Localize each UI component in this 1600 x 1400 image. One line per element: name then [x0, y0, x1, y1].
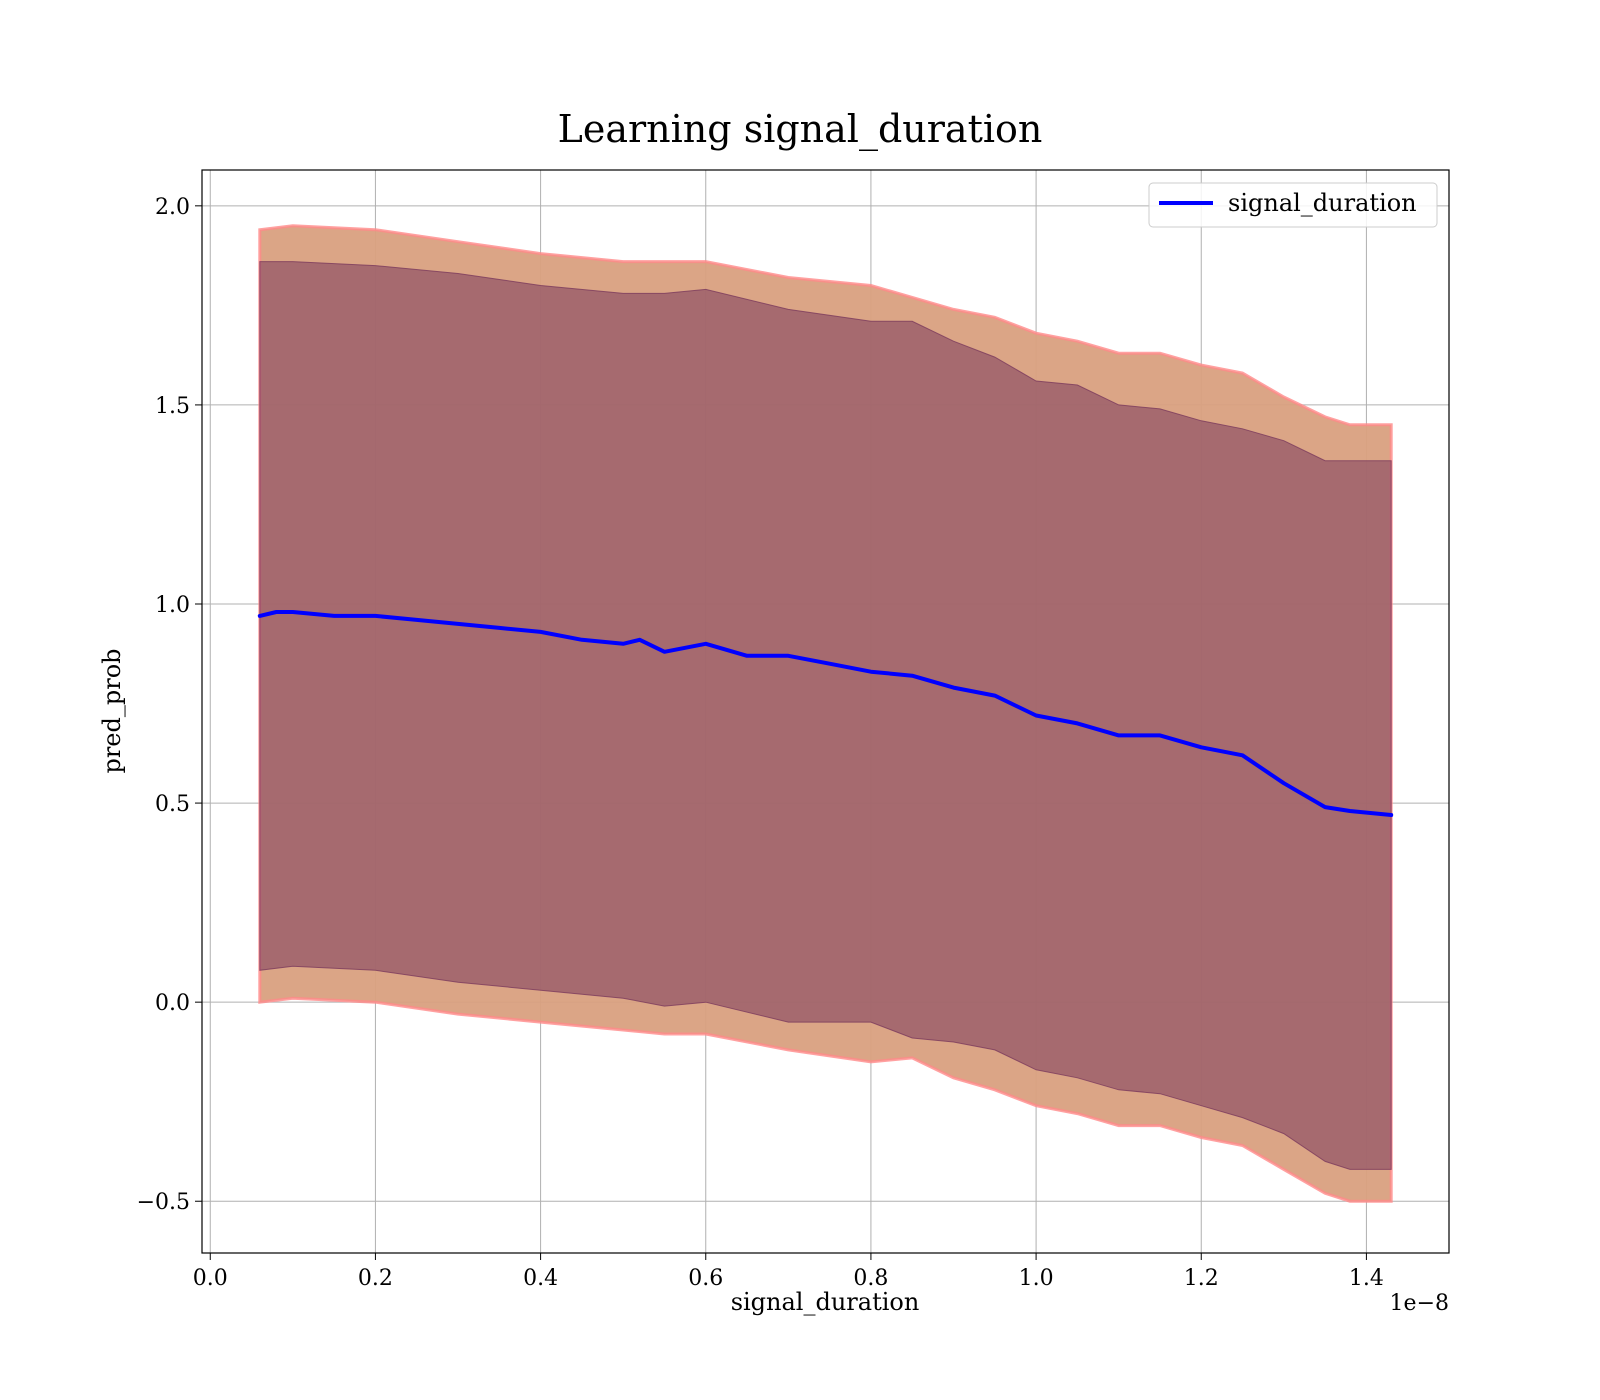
x-offset-text: 1e−8 — [1390, 1291, 1449, 1316]
x-tick-label: 1.0 — [1019, 1266, 1054, 1291]
y-tick-label: −0.5 — [137, 1190, 190, 1215]
x-tick-label: 0.4 — [523, 1266, 558, 1291]
y-tick-label: 1.5 — [155, 394, 190, 419]
x-tick-label: 1.2 — [1184, 1266, 1219, 1291]
x-axis-ticks: 0.0 0.2 0.4 0.6 0.8 1.0 1.2 1.4 — [193, 1253, 1384, 1291]
x-axis-label: signal_duration — [731, 1288, 920, 1316]
chart-title: Learning signal_duration — [558, 107, 1043, 152]
y-axis-ticks: −0.5 0.0 0.5 1.0 1.5 2.0 — [137, 195, 202, 1215]
band-inner — [259, 261, 1392, 1170]
x-tick-label: 1.4 — [1349, 1266, 1384, 1291]
y-tick-label: 0.5 — [155, 792, 190, 817]
legend-entry: signal_duration — [1228, 189, 1417, 217]
x-tick-label: 0.2 — [358, 1266, 393, 1291]
x-tick-label: 0.0 — [193, 1266, 228, 1291]
y-tick-label: 0.0 — [155, 991, 190, 1016]
x-tick-label: 0.8 — [853, 1266, 888, 1291]
legend: signal_duration — [1148, 182, 1438, 228]
legend-box — [1148, 182, 1438, 228]
series-line-signal_duration — [257, 610, 1394, 817]
y-tick-label: 2.0 — [155, 195, 190, 220]
y-tick-label: 1.0 — [155, 593, 190, 618]
plot-frame — [201, 169, 1450, 1254]
confidence-bands — [258, 224, 1393, 1203]
y-axis-label: pred_prob — [98, 648, 126, 773]
x-tick-label: 0.6 — [688, 1266, 723, 1291]
series-lines — [257, 610, 1394, 817]
